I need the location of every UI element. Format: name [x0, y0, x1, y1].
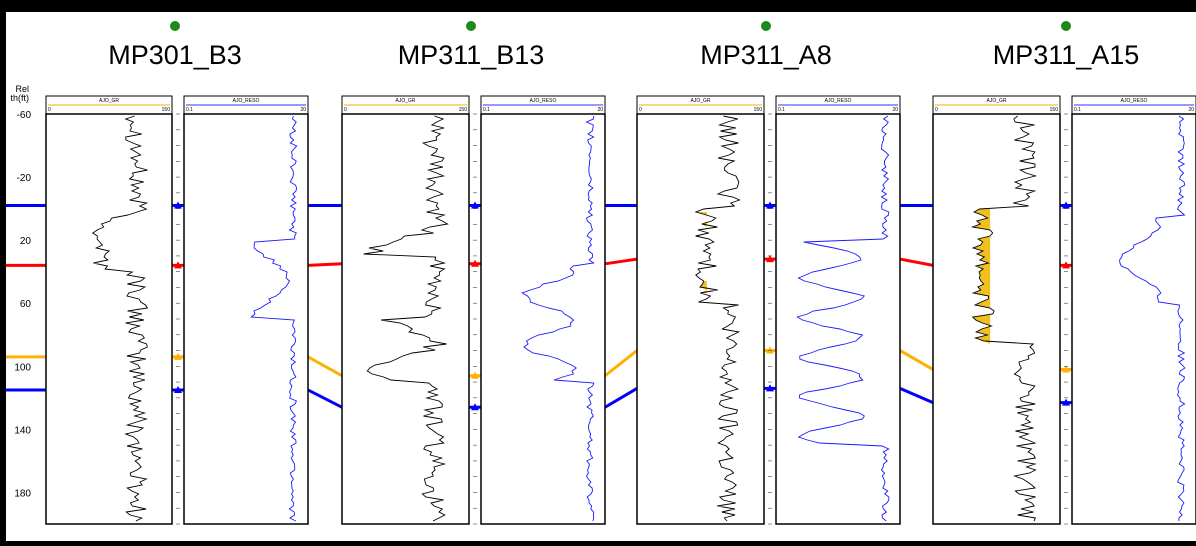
well-name: MP311_B13: [398, 40, 545, 70]
horizon-pick-marker: [471, 259, 479, 267]
depth-axis: Rel th(ft) -60 -20 20 60 100 140 180: [10, 84, 31, 499]
res-curve-name: AJO_RESO: [530, 98, 557, 104]
horizon-pick-marker: [174, 352, 182, 360]
res-scale-min: 0.1: [1074, 107, 1081, 113]
well-status-dot: [170, 21, 180, 31]
horizon-pick-marker: [174, 385, 182, 393]
res-curve: [1119, 115, 1186, 522]
horizon-pick-marker: [471, 371, 479, 379]
res-scale-max: 20: [1188, 107, 1194, 113]
res-curve: [250, 115, 298, 522]
well-column: MP301_B3 AJO_GR 0 150 AJO_RESO 0.1 20: [45, 21, 309, 525]
horizon-pick-marker: [1062, 398, 1070, 406]
depth-axis-title: Rel: [15, 84, 29, 94]
horizon-pick-marker: [1062, 261, 1070, 269]
res-track: [480, 113, 606, 525]
well-name: MP311_A15: [993, 40, 1140, 70]
res-scale-min: 0.1: [778, 107, 785, 113]
gr-scale-max: 150: [162, 107, 171, 113]
depth-tick-label: -60: [17, 110, 32, 121]
gr-track: [341, 113, 470, 525]
gr-shale-fill: [972, 209, 991, 347]
gr-scale-min: 0: [344, 107, 347, 113]
res-scale-max: 20: [892, 107, 898, 113]
horizon-pick-marker: [766, 346, 774, 354]
gr-curve-name: AJO_GR: [986, 98, 1006, 104]
gr-curve-name: AJO_GR: [395, 98, 415, 104]
well-status-dot: [466, 21, 476, 31]
well-column: MP311_A15 AJO_GR 0 150 AJO_RESO 0.1 20: [932, 21, 1196, 525]
gr-curve: [363, 115, 449, 522]
gr-scale-max: 150: [459, 107, 468, 113]
horizons-layer: [6, 201, 1196, 411]
gr-scale-max: 150: [754, 107, 763, 113]
res-track: [183, 113, 309, 525]
horizon-pick-marker: [1062, 201, 1070, 209]
gr-track: [932, 113, 1061, 525]
well-column: MP311_B13 AJO_GR 0 150 AJO_RESO 0.1 20: [341, 21, 606, 525]
gr-curve-name: AJO_GR: [99, 98, 119, 104]
well-name: MP301_B3: [108, 40, 242, 70]
res-curve-name: AJO_RESO: [825, 98, 852, 104]
gr-scale-max: 150: [1050, 107, 1059, 113]
gr-curve: [91, 115, 149, 522]
depth-axis-unit: th(ft): [10, 93, 29, 103]
res-track: [1071, 113, 1196, 525]
depth-tick-label: 140: [14, 425, 31, 436]
horizon-line: [6, 349, 1196, 378]
well-status-dot: [1061, 21, 1071, 31]
res-curve-name: AJO_RESO: [1121, 98, 1148, 104]
gr-scale-min: 0: [935, 107, 938, 113]
horizon-pick-marker: [766, 201, 774, 209]
horizon-line: [6, 386, 1196, 409]
horizon-pick-marker: [471, 201, 479, 209]
horizon-pick-marker: [174, 261, 182, 269]
res-curve-name: AJO_RESO: [233, 98, 260, 104]
gr-scale-min: 0: [639, 107, 642, 113]
depth-tick-label: 60: [20, 299, 32, 310]
well-status-dot: [761, 21, 771, 31]
res-track: [775, 113, 901, 525]
horizon-pick-marker: [471, 403, 479, 411]
horizon-pick-marker: [766, 384, 774, 392]
gr-curve: [970, 115, 1038, 522]
depth-tick-label: -20: [17, 173, 32, 184]
depth-tick-label: 180: [14, 488, 31, 499]
res-scale-min: 0.1: [483, 107, 490, 113]
gr-curve: [694, 115, 741, 522]
res-curve: [521, 115, 595, 522]
res-curve: [796, 115, 890, 522]
gr-track: [636, 113, 765, 525]
depth-tick-label: 100: [14, 362, 31, 373]
horizon-line: [6, 257, 1196, 267]
horizon-pick-marker: [766, 255, 774, 263]
gr-curve-name: AJO_GR: [690, 98, 710, 104]
depth-tick-label: 20: [20, 236, 32, 247]
res-scale-max: 20: [300, 107, 306, 113]
well-name: MP311_A8: [700, 40, 832, 70]
well-column: MP311_A8 AJO_GR 0 150 AJO_RESO 0.1 20: [636, 21, 901, 525]
res-scale-min: 0.1: [186, 107, 193, 113]
gr-scale-min: 0: [48, 107, 51, 113]
res-scale-max: 20: [597, 107, 603, 113]
horizon-pick-marker: [1062, 365, 1070, 373]
gr-track: [45, 113, 173, 525]
horizon-pick-marker: [174, 201, 182, 209]
